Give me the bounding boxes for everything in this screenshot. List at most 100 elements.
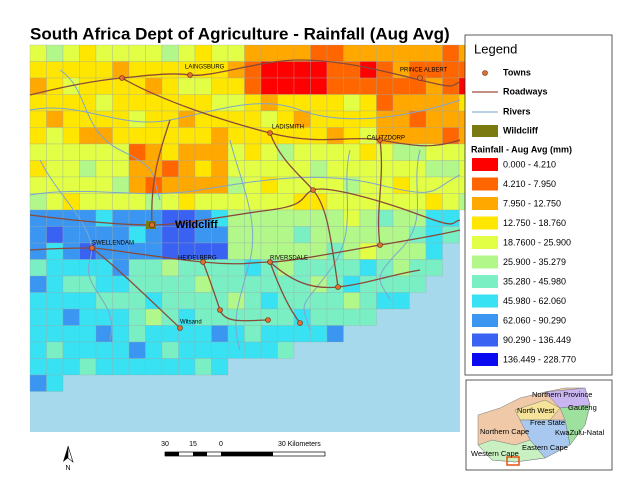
raster-cell xyxy=(343,209,361,227)
raster-cell xyxy=(95,209,113,227)
raster-cell xyxy=(310,110,328,128)
raster-cell xyxy=(62,143,80,161)
raster-cell xyxy=(442,176,460,194)
raster-cell xyxy=(194,143,212,161)
raster-cell xyxy=(29,44,47,62)
scale-label: 15 xyxy=(189,441,197,448)
raster-cell xyxy=(376,143,394,161)
raster-cell xyxy=(293,226,311,244)
raster-cell xyxy=(310,193,328,211)
legend-title: Legend xyxy=(474,41,517,56)
raster-cell xyxy=(326,325,344,343)
raster-cell xyxy=(46,242,64,260)
legend-label: 35.280 - 45.980 xyxy=(503,276,566,286)
raster-cell xyxy=(211,341,229,359)
raster-cell xyxy=(343,160,361,178)
raster-cell xyxy=(359,176,377,194)
raster-cell xyxy=(211,127,229,145)
town-dot xyxy=(310,187,316,193)
raster-cell xyxy=(392,292,410,310)
raster-cell xyxy=(244,275,262,293)
raster-cell xyxy=(376,292,394,310)
inset-label: Western Cape xyxy=(471,449,519,458)
town-dot xyxy=(177,325,183,331)
raster-cell xyxy=(128,292,146,310)
raster-cell xyxy=(260,308,278,326)
raster-cell xyxy=(326,143,344,161)
raster-cell xyxy=(145,127,163,145)
town-dot xyxy=(149,222,155,228)
raster-cell xyxy=(392,44,410,62)
raster-cell xyxy=(95,44,113,62)
raster-cell xyxy=(260,143,278,161)
raster-cell xyxy=(46,143,64,161)
raster-cell xyxy=(211,44,229,62)
raster-cell xyxy=(227,77,245,95)
raster-cell xyxy=(29,110,47,128)
legend-label: 12.750 - 18.760 xyxy=(503,218,566,228)
raster-cell xyxy=(79,94,97,112)
raster-cell xyxy=(326,193,344,211)
raster-cell xyxy=(442,226,460,244)
raster-cell xyxy=(145,110,163,128)
inset-label: Free State xyxy=(530,418,565,427)
river xyxy=(229,139,254,351)
raster-cell xyxy=(46,374,64,392)
town-dot xyxy=(377,137,383,143)
raster-cell xyxy=(326,292,344,310)
raster-cell xyxy=(29,325,47,343)
raster-cell xyxy=(326,44,344,62)
raster-cell xyxy=(293,44,311,62)
raster-cell xyxy=(29,160,47,178)
town-dot xyxy=(297,320,303,326)
town-dot xyxy=(89,245,95,251)
raster-cell xyxy=(128,94,146,112)
raster-cell xyxy=(62,275,80,293)
raster-cell xyxy=(211,160,229,178)
raster-cell xyxy=(425,143,443,161)
raster-cell xyxy=(343,292,361,310)
raster-cell xyxy=(145,308,163,326)
raster-cell xyxy=(161,61,179,79)
raster-cell xyxy=(62,259,80,277)
road xyxy=(91,247,181,329)
raster-cell xyxy=(62,358,80,376)
raster-cell xyxy=(392,193,410,211)
legend-swatch xyxy=(472,255,498,269)
inset-label: Gauteng xyxy=(568,403,597,412)
legend-symbol xyxy=(472,125,498,137)
raster-cell xyxy=(79,275,97,293)
raster-cell xyxy=(95,275,113,293)
raster-cell xyxy=(161,160,179,178)
raster-cell xyxy=(128,176,146,194)
raster-cell xyxy=(359,160,377,178)
town-dot xyxy=(119,75,125,81)
raster-cell xyxy=(244,77,262,95)
scale-segment xyxy=(193,452,207,456)
raster-cell xyxy=(194,176,212,194)
raster-cell xyxy=(227,242,245,260)
town-dot xyxy=(217,307,223,313)
raster-cell xyxy=(145,358,163,376)
raster-cell xyxy=(178,127,196,145)
raster-cell xyxy=(161,259,179,277)
raster-cell xyxy=(277,160,295,178)
raster-cell xyxy=(359,209,377,227)
raster-cell xyxy=(178,110,196,128)
town-label: RIVERSDALE xyxy=(270,256,308,262)
raster-cell xyxy=(79,143,97,161)
raster-cell xyxy=(326,308,344,326)
raster-cell xyxy=(293,259,311,277)
raster-cell xyxy=(442,143,460,161)
raster-cell xyxy=(442,160,460,178)
raster-cell xyxy=(392,275,410,293)
river xyxy=(39,159,113,341)
raster-cell xyxy=(359,308,377,326)
legend-swatch xyxy=(472,177,498,191)
inset-label: North West xyxy=(517,406,555,415)
raster-cell xyxy=(79,308,97,326)
road xyxy=(377,139,383,246)
raster-cell xyxy=(194,127,212,145)
raster-cell xyxy=(376,77,394,95)
